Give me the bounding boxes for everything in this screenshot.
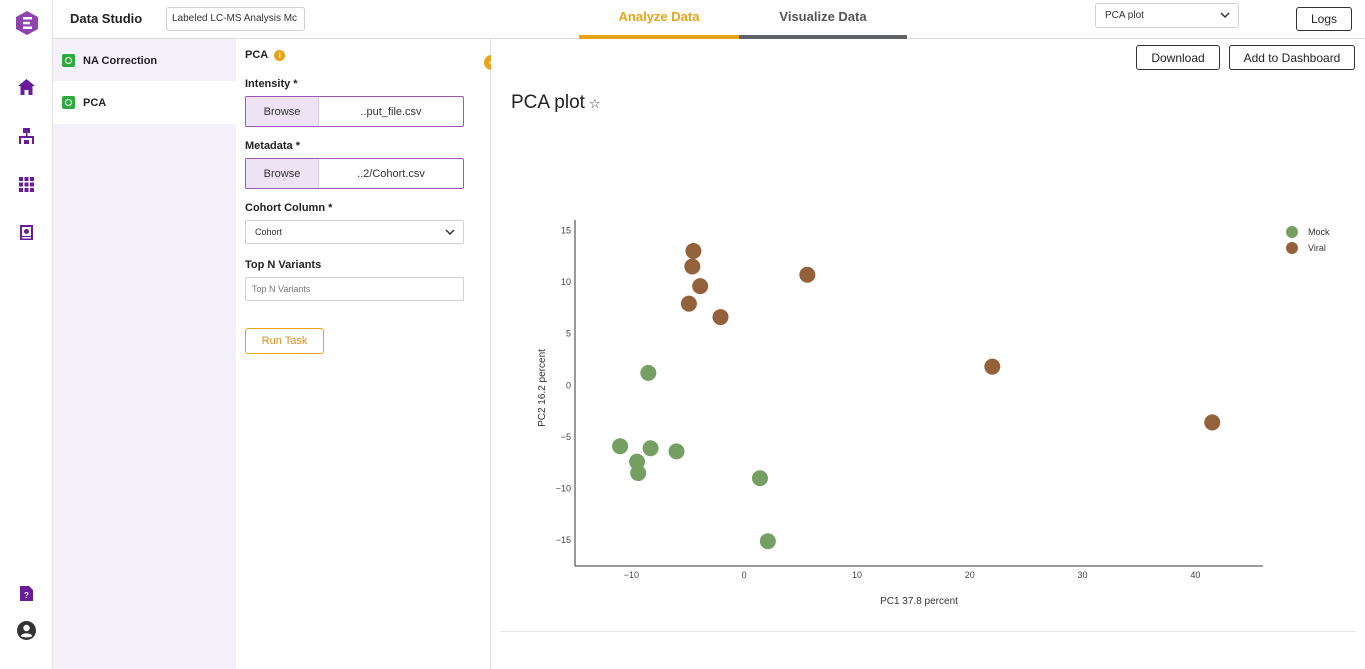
svg-text:?: ?: [24, 591, 29, 600]
main-content: Download Add to Dashboard PCA plot ☆ −10 0…: [491, 39, 1365, 669]
x-tick-label: 40: [1190, 570, 1200, 580]
x-tick-label: 0: [742, 570, 747, 580]
intensity-label: Intensity *: [245, 78, 298, 90]
scatter-point-mock: [668, 443, 685, 460]
form-title: PCA i: [245, 49, 286, 61]
scatter-point-viral: [712, 309, 729, 326]
top-header: Data Studio Labeled LC-MS Analysis Mc An…: [53, 0, 1365, 39]
add-to-dashboard-button[interactable]: Add to Dashboard: [1229, 45, 1355, 70]
tab-visualize-data[interactable]: Visualize Data: [739, 0, 907, 39]
info-icon[interactable]: i: [274, 49, 286, 61]
scatter-point-viral: [680, 295, 697, 312]
y-tick-label: 15: [561, 225, 571, 235]
x-tick-label: −10: [624, 570, 639, 580]
legend-marker-mock: [1286, 226, 1298, 238]
task-item-na-correction[interactable]: NA Correction: [53, 39, 236, 82]
scatter-point-mock: [759, 533, 776, 550]
y-tick-label: 10: [561, 277, 571, 287]
task-form: PCA i Intensity * Browse ..put_file.csv M…: [236, 39, 491, 669]
top-n-label: Top N Variants: [245, 259, 322, 271]
scatter-point-mock: [751, 470, 768, 487]
pca-scatter-chart: −10 0 10 20 30 40 −15 −10 −5 0 5 10 15 PC1 37.8 perce…: [537, 220, 1330, 607]
y-tick-label: 0: [566, 380, 571, 390]
legend-label-viral: Viral: [1308, 243, 1326, 253]
legend-label-mock: Mock: [1308, 227, 1330, 237]
plot-type-select-value: PCA plot: [1105, 10, 1144, 21]
y-axis-label: PC2 16.2 percent: [537, 349, 548, 427]
y-tick-label: 5: [566, 329, 571, 339]
intensity-browse-button[interactable]: Browse: [246, 97, 319, 126]
metadata-browse-button[interactable]: Browse: [246, 159, 319, 188]
y-tick-label: −10: [556, 484, 571, 494]
task-label: NA Correction: [83, 54, 158, 67]
check-icon: [62, 96, 75, 109]
logs-button[interactable]: Logs: [1296, 7, 1352, 31]
star-icon[interactable]: ☆: [588, 96, 601, 111]
x-axis-label: PC1 37.8 percent: [880, 596, 958, 607]
logo-icon[interactable]: [16, 11, 38, 35]
x-tick-label: 30: [1078, 570, 1088, 580]
metadata-file-name: ..2/Cohort.csv: [357, 167, 425, 180]
dataset-icon[interactable]: [17, 223, 36, 242]
intensity-file-name: ..put_file.csv: [360, 105, 422, 118]
run-task-button[interactable]: Run Task: [245, 328, 324, 354]
scatter-point-mock: [640, 364, 657, 381]
app-title: Data Studio: [70, 11, 143, 26]
apps-grid-icon[interactable]: [17, 175, 36, 194]
account-icon[interactable]: [17, 621, 36, 640]
scatter-point-viral: [1204, 414, 1221, 431]
plot-type-select[interactable]: PCA plot: [1095, 3, 1239, 28]
task-list: NA Correction PCA: [53, 39, 236, 669]
top-n-input[interactable]: [245, 277, 464, 301]
workflow-icon[interactable]: [17, 126, 36, 145]
scatter-point-viral: [799, 266, 816, 283]
x-tick-label: 20: [965, 570, 975, 580]
cohort-column-value: Cohort: [255, 227, 283, 237]
help-doc-icon[interactable]: ?: [17, 584, 36, 603]
legend-marker-viral: [1286, 242, 1298, 254]
task-label: PCA: [83, 96, 107, 109]
y-tick-label: −15: [556, 535, 571, 545]
chevron-down-icon: [1220, 4, 1230, 36]
cohort-column-label: Cohort Column *: [245, 202, 333, 214]
metadata-label: Metadata *: [245, 140, 301, 152]
scatter-point-mock: [642, 440, 659, 457]
divider: [500, 631, 1356, 632]
scatter-point-mock: [612, 438, 629, 455]
scatter-point-viral: [684, 258, 701, 275]
metadata-file-picker[interactable]: Browse ..2/Cohort.csv: [245, 158, 464, 189]
check-icon: [62, 54, 75, 67]
tab-analyze-data[interactable]: Analyze Data: [579, 0, 739, 39]
project-name-field[interactable]: Labeled LC-MS Analysis Mc: [166, 7, 305, 31]
plot-title: PCA plot ☆: [511, 92, 601, 113]
home-icon[interactable]: [17, 77, 36, 96]
chevron-down-icon: [445, 221, 455, 252]
x-tick-label: 10: [852, 570, 862, 580]
scatter-point-viral: [692, 278, 709, 295]
y-tick-label: −5: [561, 432, 571, 442]
scatter-point-viral: [984, 358, 1001, 375]
intensity-file-picker[interactable]: Browse ..put_file.csv: [245, 96, 464, 127]
cohort-column-select[interactable]: Cohort: [245, 220, 464, 244]
task-item-pca[interactable]: PCA: [53, 81, 236, 124]
scatter-point-viral: [685, 242, 702, 259]
scatter-point-mock: [630, 465, 647, 482]
download-button[interactable]: Download: [1136, 45, 1220, 70]
icon-rail: ?: [0, 0, 53, 669]
